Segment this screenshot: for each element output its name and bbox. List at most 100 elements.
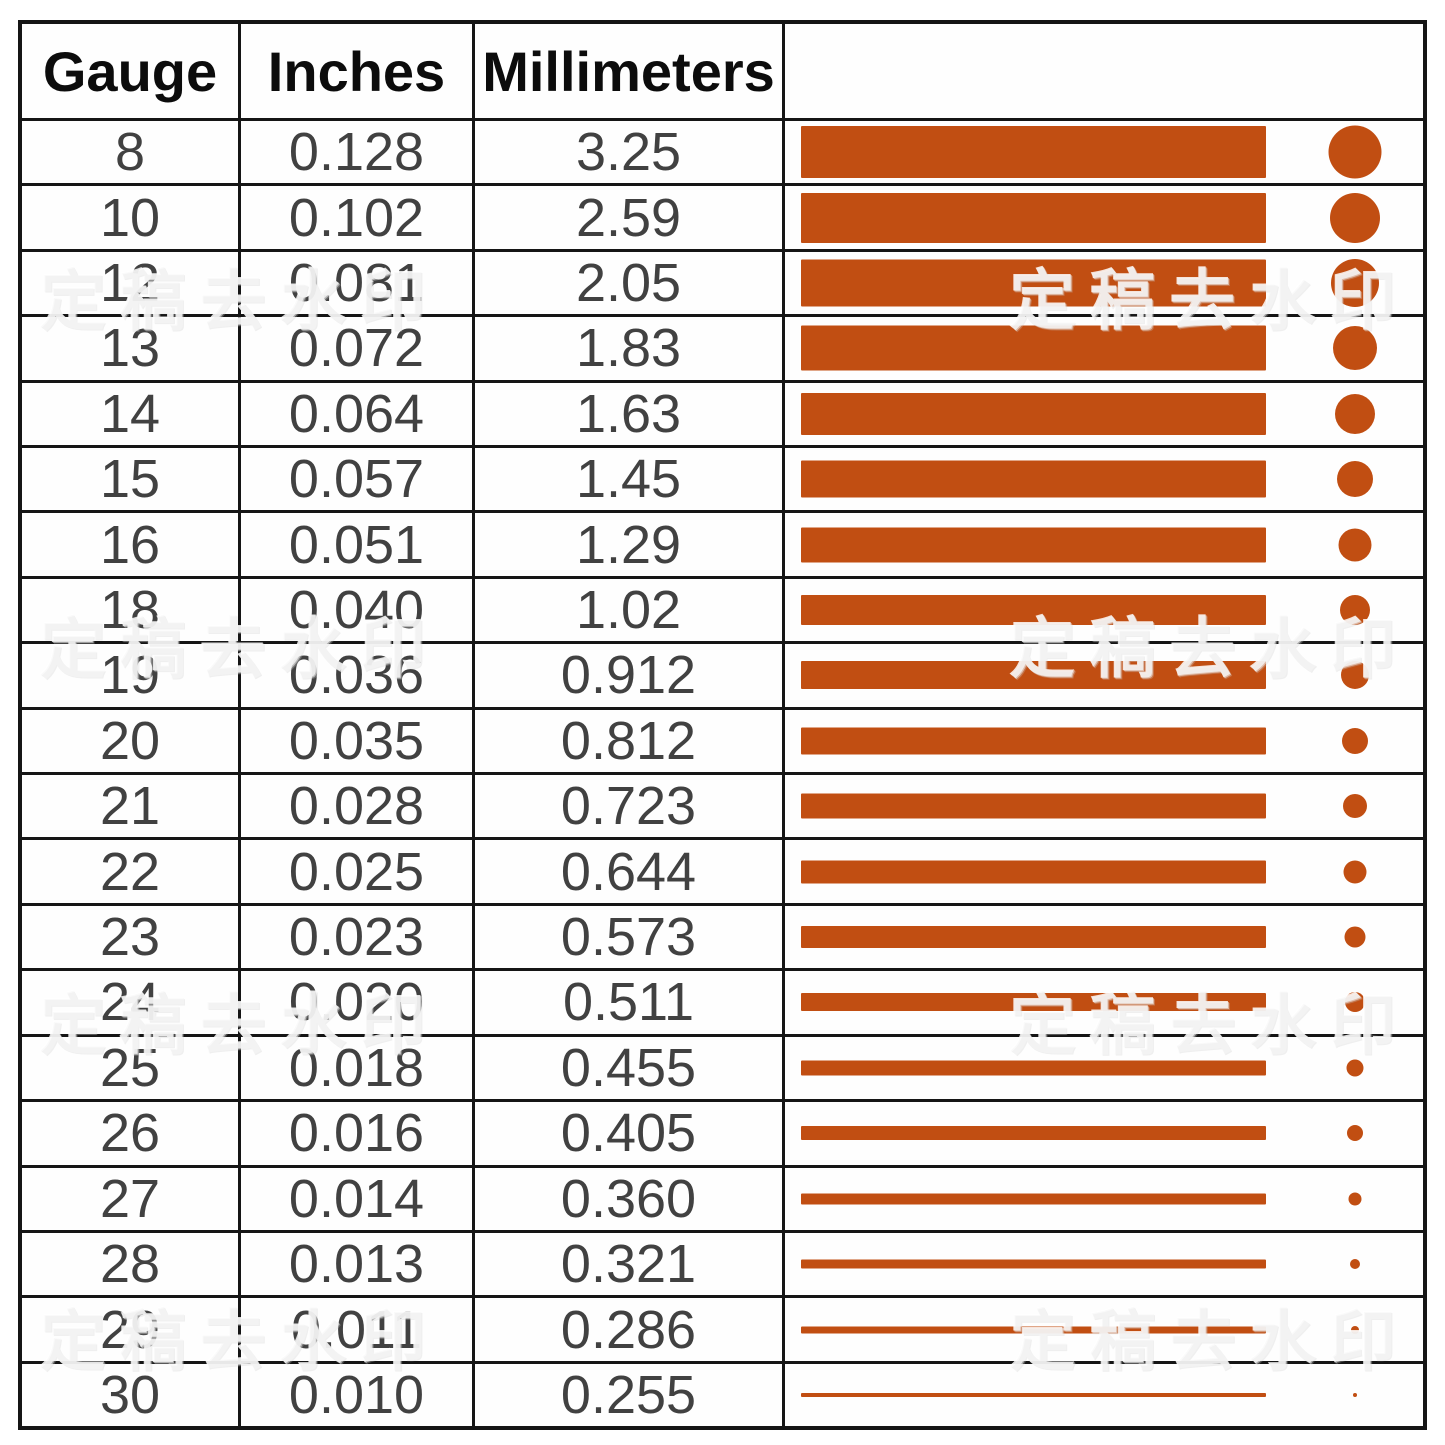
inches-value: 0.102 <box>241 186 475 249</box>
table-row: 23 0.023 0.573 <box>22 905 1423 972</box>
wire-visual-cell <box>785 579 1423 641</box>
millimeters-value: 0.255 <box>475 1363 785 1427</box>
millimeters-value: 0.321 <box>475 1232 785 1296</box>
wire-thickness-bar <box>801 1193 1266 1205</box>
wire-visual-cell <box>785 1364 1423 1426</box>
gauge-value: 14 <box>22 382 241 446</box>
millimeters-value: 2.05 <box>475 251 785 315</box>
header-gauge: Gauge <box>22 24 241 118</box>
table-row: 16 0.051 1.29 <box>22 513 1423 579</box>
inches-value: 0.057 <box>241 448 475 511</box>
wire-diameter-dot <box>1343 794 1367 819</box>
millimeters-value: 2.59 <box>475 186 785 249</box>
wire-thickness-bar <box>801 860 1266 884</box>
wire-visual-cell <box>785 1233 1423 1295</box>
wire-thickness-bar <box>801 595 1266 626</box>
table-row: 27 0.014 0.360 <box>22 1167 1423 1233</box>
millimeters-value: 0.511 <box>475 971 785 1034</box>
wire-thickness-bar <box>801 1259 1266 1269</box>
table-row: 19 0.036 0.912 <box>22 644 1423 710</box>
gauge-value: 25 <box>22 1036 241 1100</box>
millimeters-value: 0.455 <box>475 1036 785 1100</box>
wire-visual-cell <box>785 840 1423 902</box>
millimeters-value: 3.25 <box>475 121 785 184</box>
table-row: 30 0.010 0.255 <box>22 1363 1423 1427</box>
inches-value: 0.081 <box>241 251 475 315</box>
inches-value: 0.035 <box>241 709 475 773</box>
millimeters-value: 0.405 <box>475 1102 785 1165</box>
wire-thickness-bar <box>801 126 1266 179</box>
wire-diameter-dot <box>1351 1325 1359 1334</box>
table-row: 14 0.064 1.63 <box>22 382 1423 449</box>
wire-gauge-table: Gauge Inches Millimeters 8 0.128 3.25 10… <box>18 20 1427 1430</box>
wire-thickness-bar <box>801 1060 1266 1076</box>
wire-diameter-dot <box>1340 595 1370 626</box>
gauge-value: 23 <box>22 905 241 969</box>
wire-diameter-dot <box>1341 661 1369 690</box>
gauge-value: 22 <box>22 840 241 903</box>
gauge-value: 26 <box>22 1102 241 1165</box>
header-inches: Inches <box>241 24 475 118</box>
inches-value: 0.013 <box>241 1232 475 1296</box>
inches-value: 0.010 <box>241 1363 475 1427</box>
table-row: 20 0.035 0.812 <box>22 709 1423 776</box>
inches-value: 0.016 <box>241 1102 475 1165</box>
table-row: 10 0.102 2.59 <box>22 186 1423 252</box>
wire-diameter-dot <box>1348 1192 1362 1206</box>
wire-visual-cell <box>785 186 1423 248</box>
wire-thickness-bar <box>801 727 1266 755</box>
inches-value: 0.040 <box>241 578 475 642</box>
gauge-value: 16 <box>22 513 241 576</box>
wire-diameter-dot <box>1337 461 1373 498</box>
gauge-value: 18 <box>22 578 241 642</box>
wire-thickness-bar <box>801 1326 1266 1334</box>
gauge-value: 12 <box>22 251 241 315</box>
table-row: 12 0.081 2.05 <box>22 251 1423 318</box>
inches-value: 0.023 <box>241 905 475 969</box>
inches-value: 0.064 <box>241 382 475 446</box>
wire-diameter-dot <box>1343 860 1367 884</box>
millimeters-value: 0.812 <box>475 709 785 773</box>
millimeters-value: 1.45 <box>475 448 785 511</box>
wire-visual-cell <box>785 383 1423 445</box>
wire-thickness-bar <box>801 527 1266 563</box>
table-row: 15 0.057 1.45 <box>22 448 1423 514</box>
gauge-value: 30 <box>22 1363 241 1427</box>
gauge-value: 29 <box>22 1298 241 1361</box>
header-millimeters: Millimeters <box>475 24 785 118</box>
gauge-value: 24 <box>22 971 241 1034</box>
wire-diameter-dot <box>1345 992 1365 1013</box>
gauge-value: 27 <box>22 1167 241 1230</box>
gauge-value: 21 <box>22 775 241 838</box>
millimeters-value: 1.83 <box>475 317 785 380</box>
wire-diameter-dot <box>1344 926 1366 948</box>
wire-thickness-bar <box>801 661 1266 690</box>
millimeters-value: 0.723 <box>475 775 785 838</box>
wire-thickness-bar <box>801 1392 1266 1397</box>
wire-thickness-bar <box>801 793 1266 819</box>
wire-visual-cell <box>785 1298 1423 1360</box>
wire-thickness-bar <box>801 1126 1266 1141</box>
wire-diameter-dot <box>1333 326 1377 371</box>
wire-visual-cell <box>785 513 1423 575</box>
table-row: 28 0.013 0.321 <box>22 1232 1423 1299</box>
wire-diameter-dot <box>1331 259 1379 308</box>
wire-diameter-dot <box>1346 1059 1364 1077</box>
inches-value: 0.025 <box>241 840 475 903</box>
millimeters-value: 0.912 <box>475 644 785 707</box>
header-visual-empty <box>785 24 1423 118</box>
millimeters-value: 1.63 <box>475 382 785 446</box>
wire-diameter-dot <box>1342 727 1368 754</box>
wire-visual-cell <box>785 971 1423 1033</box>
gauge-value: 13 <box>22 317 241 380</box>
wire-diameter-dot <box>1328 125 1382 179</box>
wire-thickness-bar <box>801 460 1266 498</box>
millimeters-value: 1.02 <box>475 578 785 642</box>
wire-visual-cell <box>785 775 1423 837</box>
table-row: 25 0.018 0.455 <box>22 1036 1423 1103</box>
wire-diameter-dot <box>1353 1392 1357 1397</box>
inches-value: 0.014 <box>241 1167 475 1230</box>
gauge-value: 19 <box>22 644 241 707</box>
gauge-value: 28 <box>22 1232 241 1296</box>
